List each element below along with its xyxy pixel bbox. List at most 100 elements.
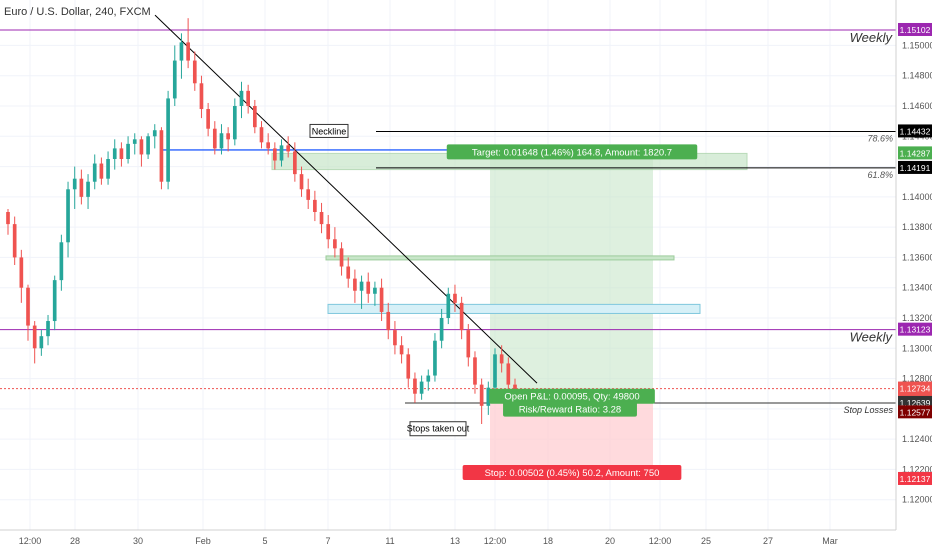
candle-body	[46, 321, 50, 337]
candle-body	[419, 381, 424, 394]
x-tick-label: 11	[385, 536, 394, 546]
x-tick-label: Feb	[195, 536, 211, 546]
overlay-layer: Weekly Weekly 78.6% 61.8% Neckline Stops take…	[309, 30, 893, 480]
candle-body	[106, 159, 110, 179]
x-tick-label: 28	[70, 536, 80, 546]
candle-body	[373, 287, 377, 294]
candle-body	[199, 83, 204, 110]
candle-body	[326, 224, 331, 240]
candle-body	[359, 281, 364, 291]
candle-body	[6, 212, 10, 225]
open-pl-label: Open P&L: 0.00095, Qty: 49800	[504, 392, 639, 403]
candle-body	[353, 278, 357, 291]
x-tick-label: 12:00	[19, 536, 42, 546]
x-tick-label: 13	[450, 536, 460, 546]
candle-body	[406, 354, 411, 379]
candle-body	[259, 127, 264, 143]
candle-body	[399, 345, 404, 355]
candle-body	[279, 145, 284, 161]
candle-body	[146, 136, 150, 155]
fib-label: 78.6%	[867, 133, 893, 143]
candle-body	[313, 199, 317, 212]
x-tick-label: 7	[325, 536, 330, 546]
price-badge-label: 1.15102	[900, 25, 931, 35]
candle-body	[12, 224, 17, 258]
candle-body	[393, 330, 397, 346]
candle-body	[499, 354, 504, 364]
candle-body	[386, 311, 391, 331]
candle-body	[473, 357, 477, 385]
y-tick-label: 1.12200	[902, 464, 932, 474]
candle-body	[132, 139, 137, 144]
fib-label: 61.8%	[867, 170, 893, 180]
target-label-bg	[446, 144, 698, 160]
price-badge-label: 1.14287	[900, 148, 931, 158]
price-badge	[898, 124, 932, 138]
risk-reward-label: Risk/Reward Ratio: 3.28	[519, 405, 621, 416]
x-tick-label: 5	[262, 536, 267, 546]
y-tick-label: 1.13200	[902, 313, 932, 323]
price-badge	[898, 381, 932, 395]
zones-layer	[271, 152, 748, 479]
y-tick-label: 1.12800	[902, 374, 932, 384]
price-badge-label: 1.14191	[900, 163, 931, 173]
supply-zone-mid	[325, 255, 675, 261]
y-tick-label: 1.15000	[902, 40, 932, 50]
candle-body	[172, 60, 177, 99]
candle-body	[333, 239, 337, 249]
candle-body	[179, 42, 184, 61]
y-tick-label: 1.13000	[902, 343, 932, 353]
candle-body	[86, 181, 90, 197]
y-tick-label: 1.14800	[902, 71, 932, 81]
stop-label: Stop: 0.00502 (0.45%) 50.2, Amount: 750	[485, 468, 660, 479]
candle-body	[466, 330, 471, 358]
candle-body	[126, 143, 130, 159]
candle-body	[139, 139, 144, 155]
candle-body	[19, 257, 24, 288]
x-tick-label: 20	[605, 536, 615, 546]
candle-body	[39, 336, 44, 349]
stops-taken-out-label: Stops taken out	[407, 424, 470, 434]
candle-body	[273, 148, 277, 161]
candle-body	[433, 340, 437, 376]
candle-body	[453, 293, 457, 303]
x-tick-label: 18	[543, 536, 553, 546]
candle-body	[346, 266, 351, 279]
candle-body	[339, 248, 344, 267]
x-tick-label: 30	[133, 536, 143, 546]
y-tick-label: 1.13800	[902, 222, 932, 232]
symbol-title: Euro / U.S. Dollar, 240, FXCM	[4, 6, 151, 18]
candle-body	[159, 130, 164, 182]
x-tick-label: Mar	[822, 536, 838, 546]
candle-body	[226, 133, 230, 140]
y-tick-label: 1.12000	[902, 495, 932, 505]
y-tick-label: 1.14000	[902, 192, 932, 202]
target-zone	[490, 153, 653, 403]
candle-body	[299, 174, 304, 190]
candle-body	[166, 98, 170, 182]
price-badge	[898, 160, 932, 174]
y-tick-label: 1.12400	[902, 434, 932, 444]
candle-body	[119, 148, 124, 159]
price-badge-label: 1.14432	[900, 126, 931, 136]
target-label: Target: 0.01648 (1.46%) 164.8, Amount: 1…	[472, 147, 672, 158]
stops-label-box	[409, 421, 467, 437]
x-tick-label: 12:00	[649, 536, 672, 546]
candle-body	[52, 280, 57, 322]
candles-layer	[6, 18, 517, 424]
candle-body	[286, 145, 291, 152]
candle-body	[246, 90, 250, 106]
x-tick-label: 12:00	[484, 536, 507, 546]
candle-body	[112, 148, 117, 159]
candle-body	[366, 281, 371, 294]
candle-body	[493, 354, 497, 388]
candle-body	[413, 378, 417, 394]
candle-body	[59, 242, 64, 281]
open-pl-label-bg	[489, 388, 655, 404]
price-badge-label: 1.12639	[900, 398, 931, 408]
candle-body	[446, 293, 451, 318]
candle-body	[26, 287, 30, 326]
candle-body	[479, 384, 484, 406]
